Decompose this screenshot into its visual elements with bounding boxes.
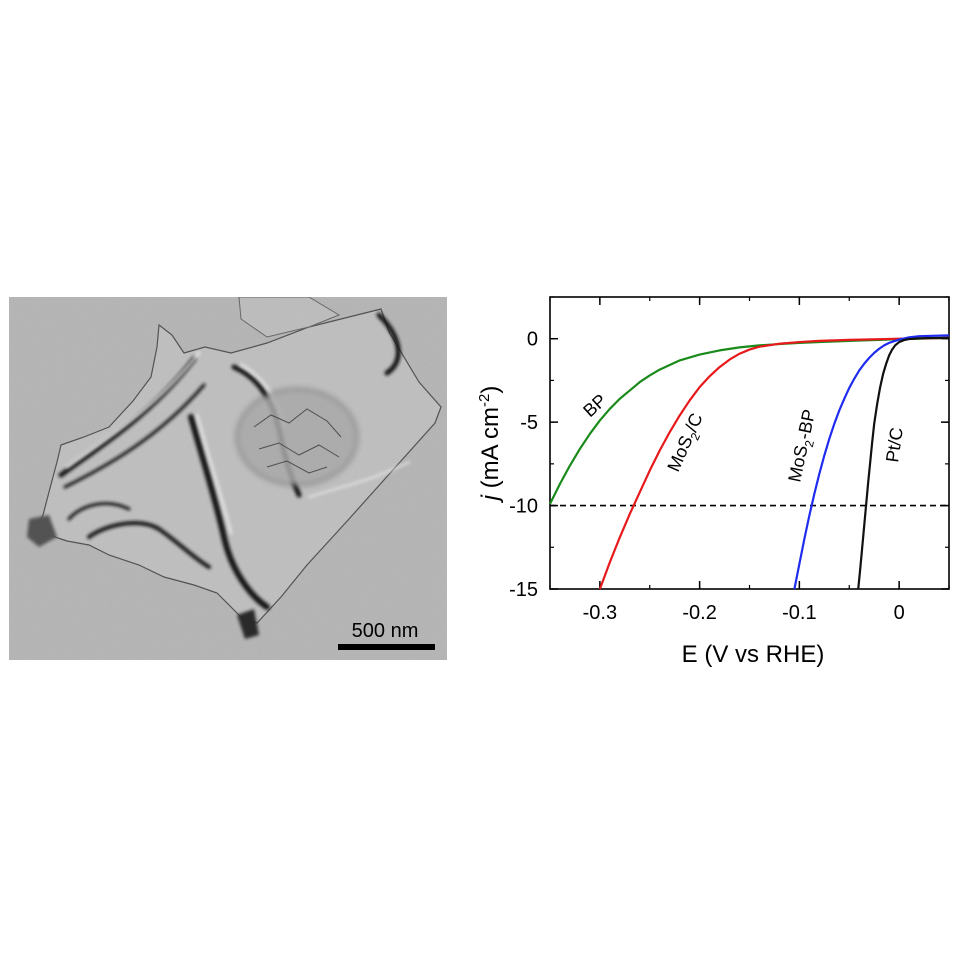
y-tick-label: 0 [527, 329, 538, 351]
y-axis-label-sup: -2 [476, 394, 493, 407]
y-axis-label-italic: j [477, 494, 504, 503]
label-mos2-c: MoS2/C [663, 410, 710, 476]
series-line-mos2-bp [793, 334, 950, 590]
x-tick-label: 0 [894, 602, 905, 624]
x-tick-label: -0.2 [682, 602, 716, 624]
polarization-chart: -0.3 -0.2 -0.1 0 0 -5 -10 -15 E (V vs RHE) j (… [476, 296, 950, 668]
label-mos2-bp-sub: 2 [802, 439, 817, 449]
x-tick-labels: -0.3 -0.2 -0.1 0 [583, 602, 905, 624]
scale-bar [338, 644, 435, 650]
label-pt-c: Pt/C [882, 426, 907, 463]
y-tick-labels: 0 -5 -10 -15 [509, 329, 538, 601]
y-axis-label-close: ) [477, 386, 504, 394]
series-line-bp [549, 336, 950, 505]
label-mos2-bp: MoS2-BP [784, 408, 823, 485]
label-bp: BP [579, 390, 610, 421]
wrinkled-patch [236, 388, 358, 486]
y-tick-label: -5 [520, 412, 538, 434]
y-tick-label: -10 [509, 496, 538, 518]
y-tick-label: -15 [509, 579, 538, 601]
y-axis-label: j (mA cm-2) [476, 386, 504, 504]
x-axis-label: E (V vs RHE) [682, 641, 825, 668]
label-mos2-bp-rest: -BP [793, 408, 819, 442]
label-mos2-bp-main: MoS [784, 443, 811, 483]
y-axis-label-main: (mA cm [477, 407, 504, 495]
x-tick-label: -0.1 [782, 602, 816, 624]
tem-micrograph: 500 nm [9, 297, 447, 660]
scale-bar-label: 500 nm [352, 620, 419, 642]
series-line-pt-c [857, 336, 950, 590]
x-tick-label: -0.3 [583, 602, 617, 624]
label-mos2-c-rest: /C [681, 410, 707, 435]
series-line-mos2-c [598, 336, 950, 590]
